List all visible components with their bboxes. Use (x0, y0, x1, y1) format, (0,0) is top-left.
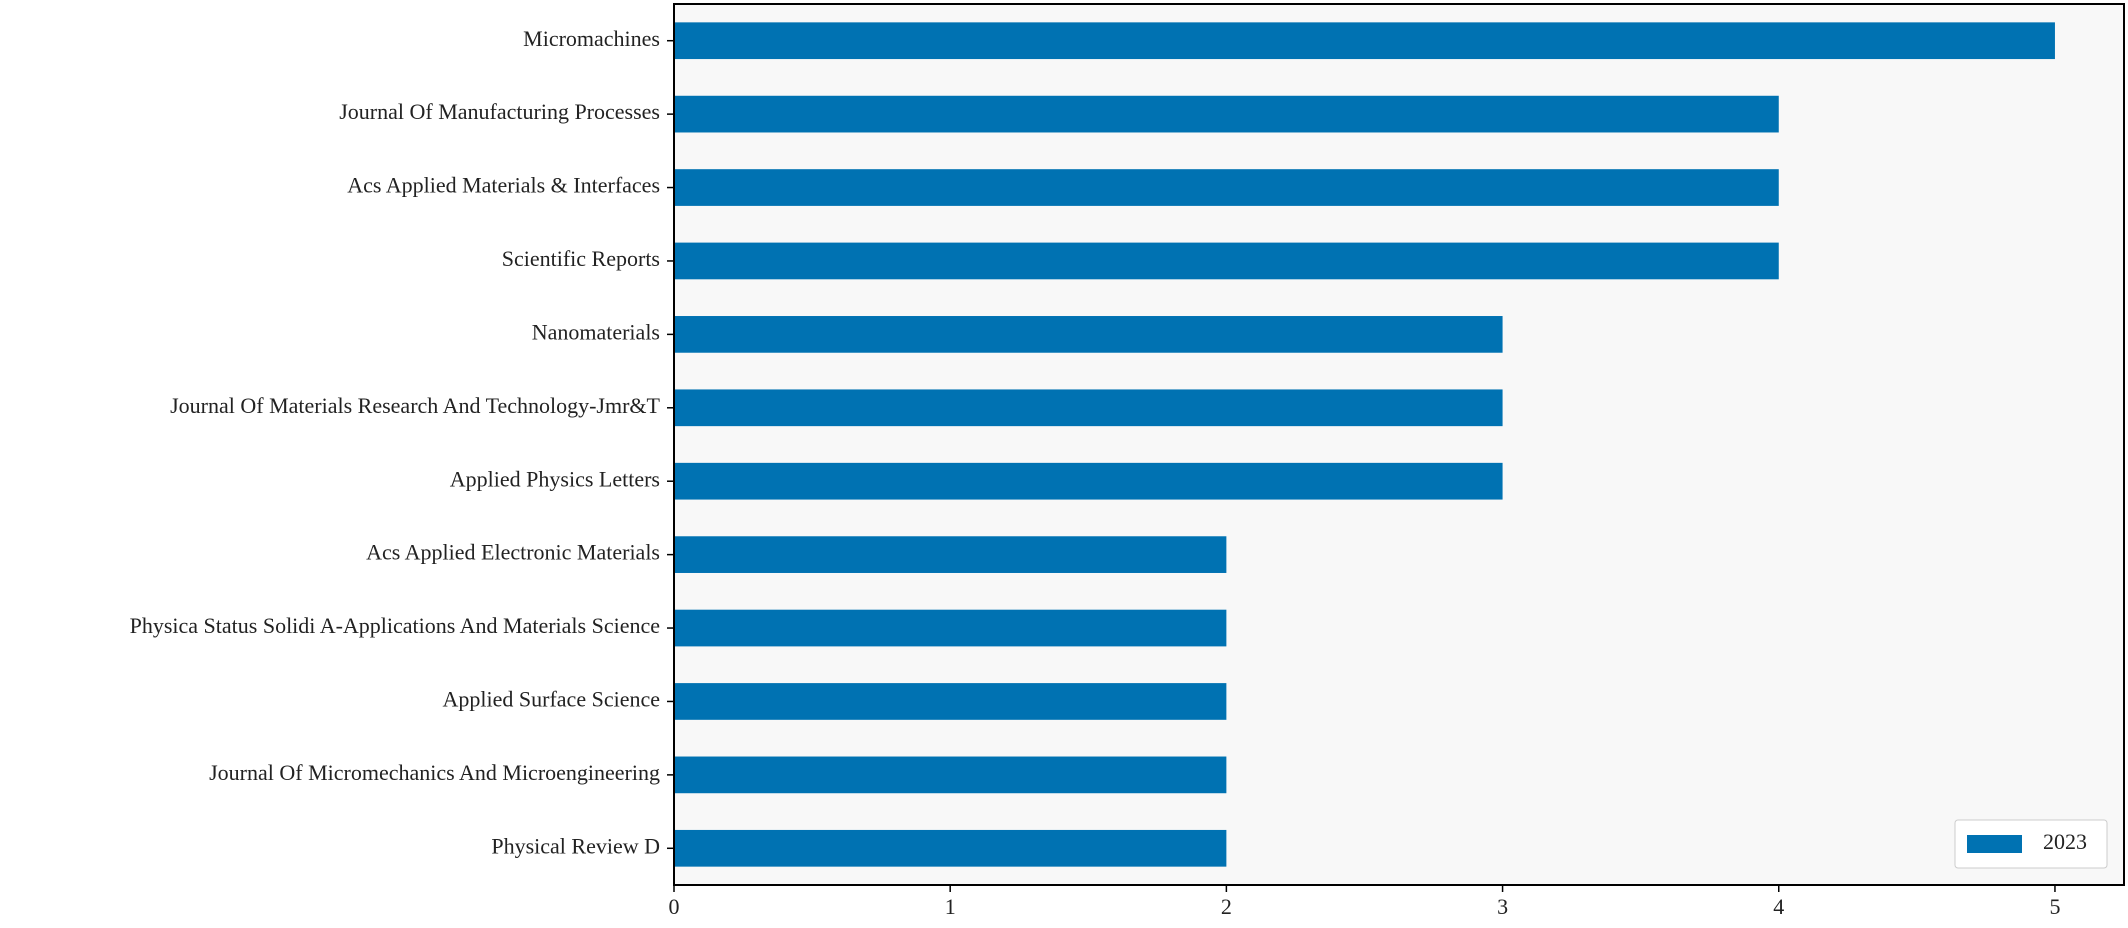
bar (674, 242, 1779, 280)
bar (674, 829, 1227, 867)
bar (674, 609, 1227, 647)
x-tick-label: 0 (669, 894, 680, 919)
legend-swatch (1967, 835, 2022, 853)
y-tick-label: Journal Of Micromechanics And Microengin… (209, 760, 660, 785)
bar (674, 462, 1503, 500)
y-tick-label: Nanomaterials (532, 319, 660, 344)
bar (674, 536, 1227, 573)
y-tick-label: Acs Applied Materials & Interfaces (347, 173, 660, 198)
y-tick-label: Applied Physics Letters (450, 466, 660, 491)
y-tick-label: Micromachines (523, 26, 660, 51)
y-tick-label: Scientific Reports (502, 246, 660, 271)
legend-box (1954, 819, 2108, 869)
x-tick-label: 1 (945, 894, 956, 919)
axes-frame (673, 3, 2125, 886)
y-tick-label: Applied Surface Science (443, 687, 660, 712)
y-tick-label: Acs Applied Electronic Materials (366, 540, 660, 565)
x-tick-label: 5 (2049, 894, 2060, 919)
bar (674, 22, 2055, 60)
bar (674, 169, 1779, 206)
y-tick-label: Physica Status Solidi A-Applications And… (130, 613, 660, 638)
legend-label: 2023 (2043, 829, 2087, 854)
bar (674, 316, 1503, 353)
bar (674, 95, 1779, 133)
bar (674, 683, 1227, 720)
bar (674, 389, 1503, 427)
bar (674, 756, 1227, 794)
y-tick-label: Journal Of Materials Research And Techno… (170, 393, 660, 418)
y-tick-label: Physical Review D (491, 833, 660, 858)
y-tick-label: Journal Of Manufacturing Processes (339, 99, 660, 124)
x-tick-label: 2 (1221, 894, 1232, 919)
x-tick-label: 3 (1497, 894, 1508, 919)
x-tick-label: 4 (1773, 894, 1784, 919)
plot-area (674, 4, 2124, 885)
